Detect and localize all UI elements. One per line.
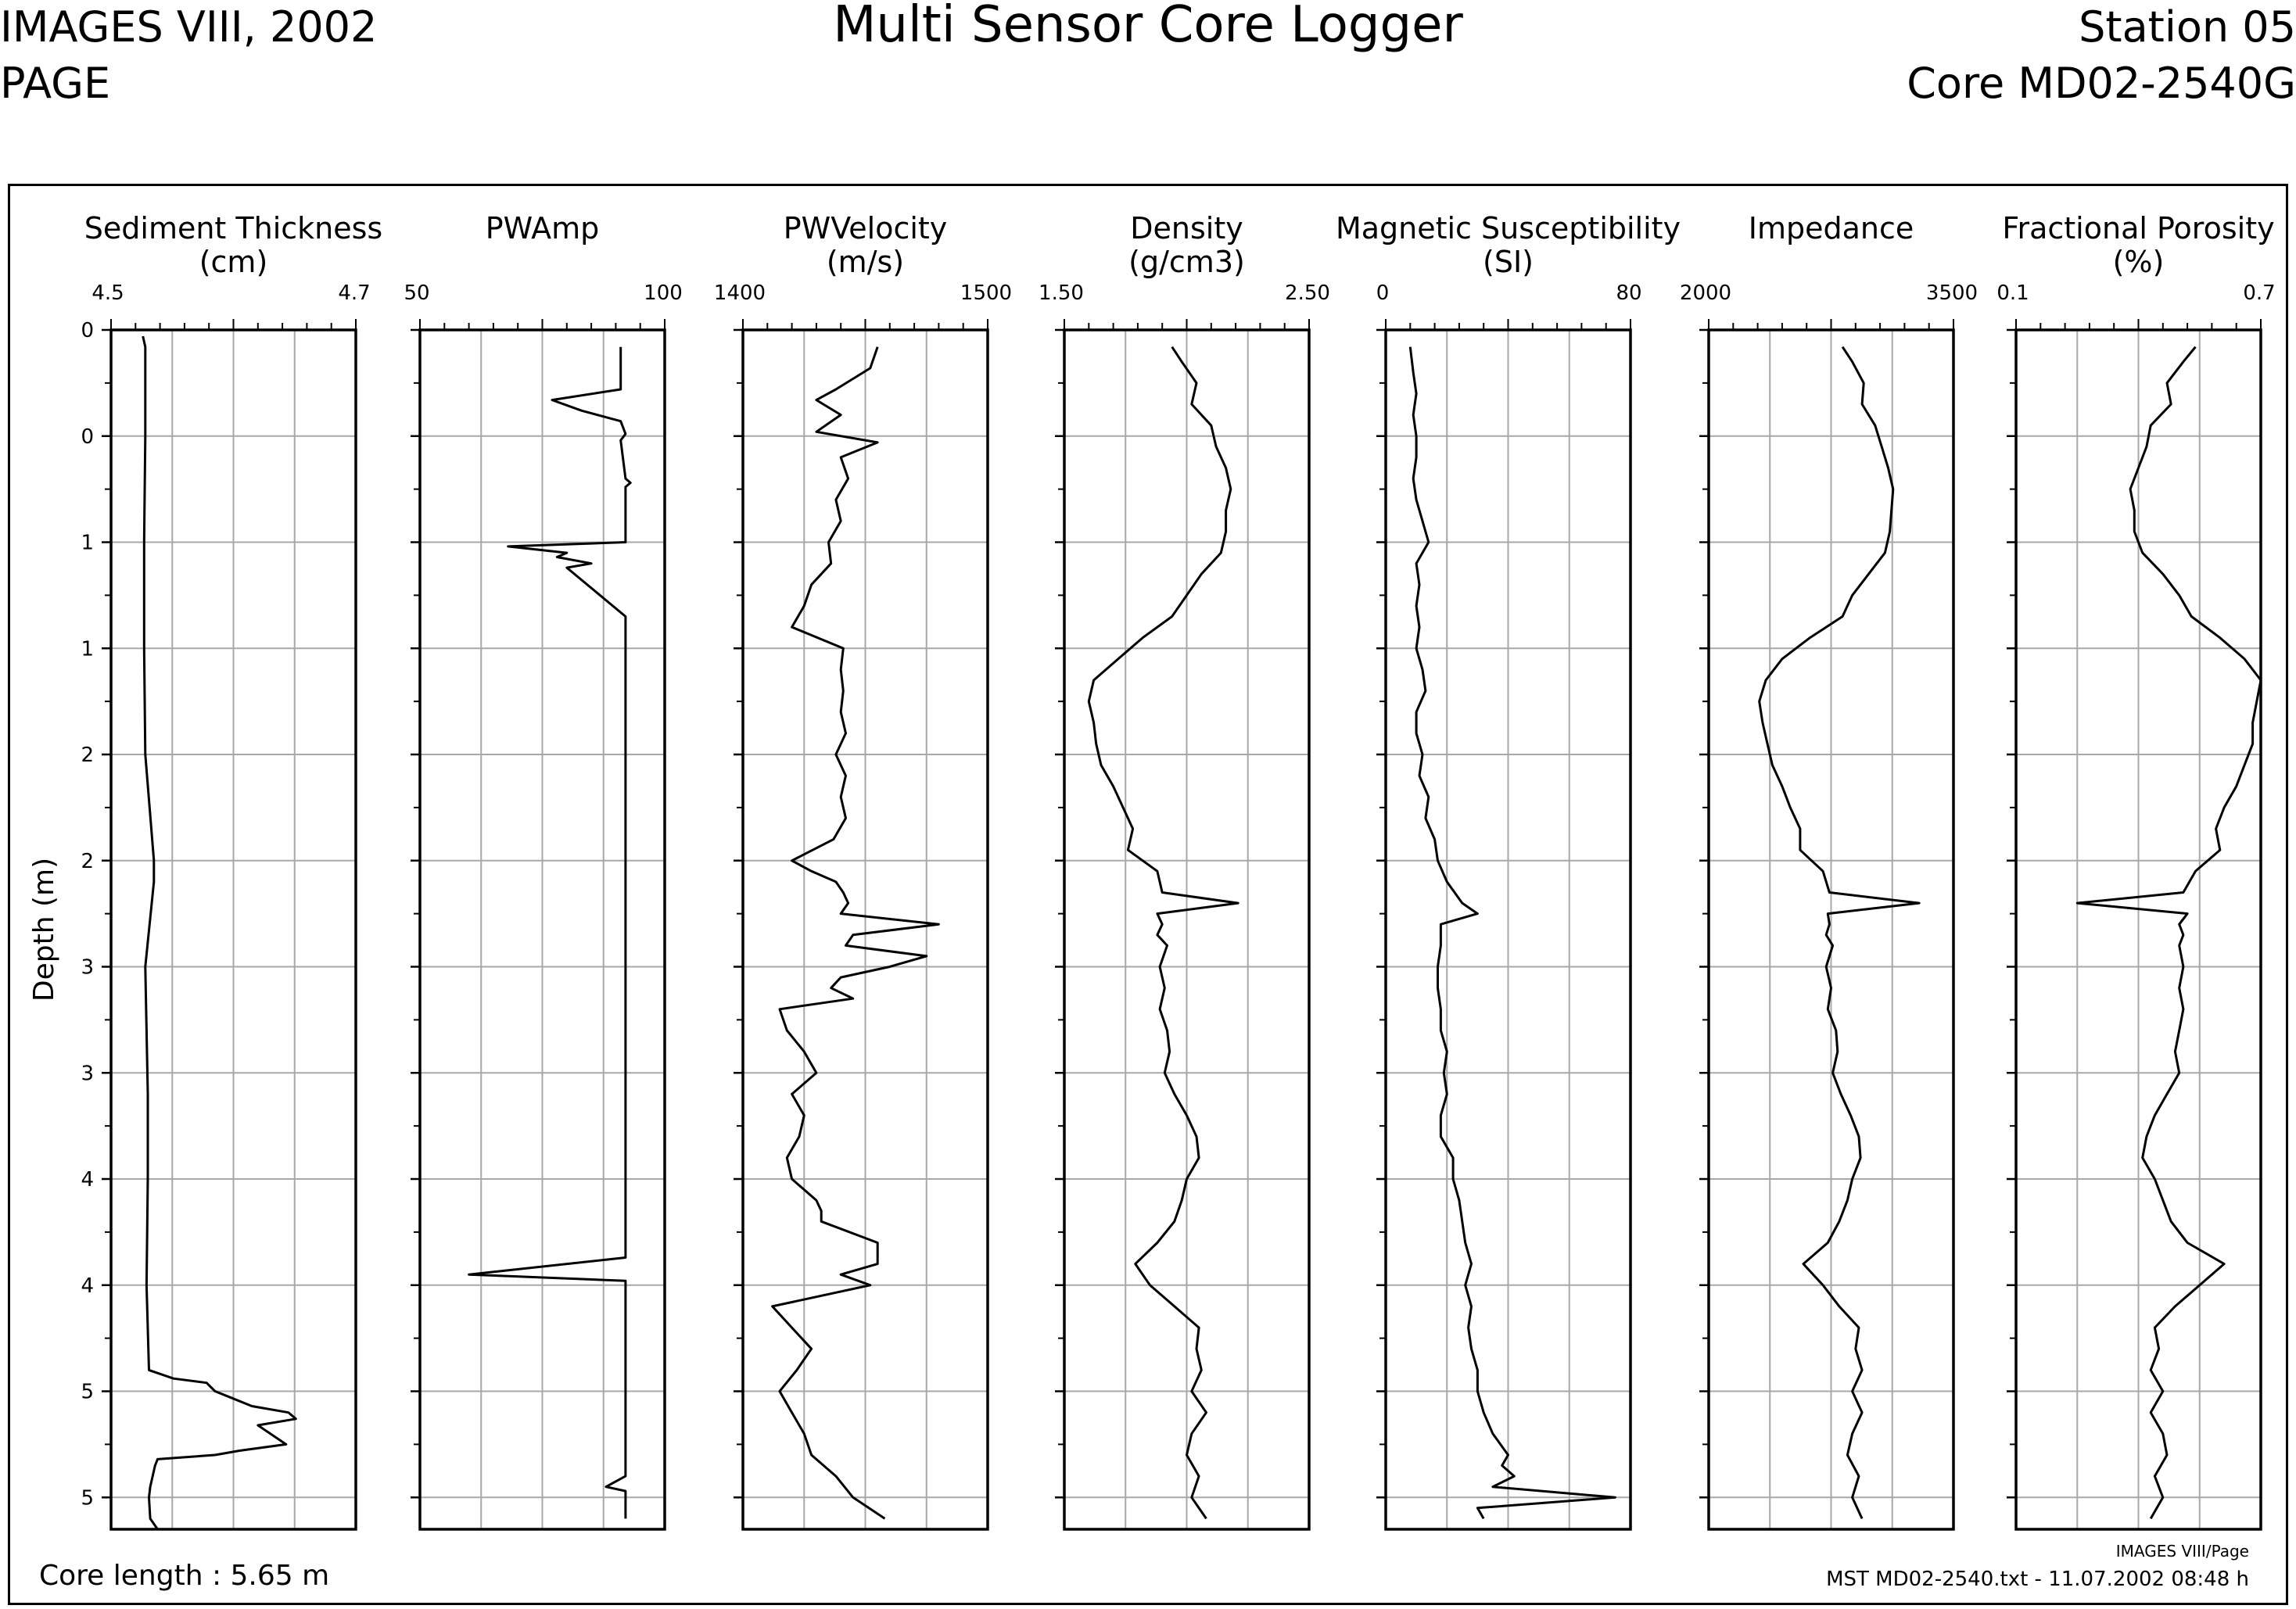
panel-frame <box>2014 328 2262 1531</box>
x-min-label: 2000 <box>1680 281 1731 305</box>
x-max-label: 0.7 <box>2243 281 2275 305</box>
depth-tick-label: 2 <box>81 850 94 873</box>
page-title: Multi Sensor Core Logger <box>833 0 1463 54</box>
x-max-label: 2.50 <box>1285 281 1330 305</box>
footer-source-small: IMAGES VIII/Page <box>2115 1542 2249 1561</box>
x-min-label: 0 <box>1376 281 1390 305</box>
footer-source-file: MST MD02-2540.txt - 11.07.2002 08:48 h <box>1826 1568 2249 1591</box>
chart-frame <box>8 184 2288 1605</box>
panel-title: Fractional Porosity <box>2002 211 2274 245</box>
depth-tick-label: 5 <box>81 1486 94 1510</box>
header-core: Core MD02-2540G <box>1907 59 2296 108</box>
x-min-label: 0.1 <box>1996 281 2029 305</box>
panel-unit: (m/s) <box>827 245 904 279</box>
series-line <box>2075 346 2262 1520</box>
panel-frame <box>109 328 357 1531</box>
panel-6: Impedance 2000 3500 <box>1680 211 1978 1531</box>
header-page: PAGE <box>0 59 111 108</box>
panel-unit: (cm) <box>199 245 268 279</box>
depth-tick-label: 2 <box>81 744 94 767</box>
x-min-label: 1.50 <box>1039 281 1084 305</box>
series-line <box>142 335 297 1530</box>
x-min-label: 1400 <box>714 281 766 305</box>
panel-unit: (SI) <box>1483 245 1534 279</box>
depth-tick-label: 0 <box>81 319 94 342</box>
panel-title: Density <box>1130 211 1243 245</box>
panel-7: Fractional Porosity(%) 0.1 0.7 <box>1996 211 2276 1531</box>
panel-5: Magnetic Susceptibility(SI) 0 80 <box>1336 211 1681 1531</box>
depth-tick-label: 4 <box>81 1168 94 1192</box>
panel-3: PWVelocity(m/s) 1400 1500 <box>714 211 1012 1531</box>
x-max-label: 80 <box>1616 281 1641 305</box>
panel-title: Magnetic Susceptibility <box>1336 211 1681 245</box>
depth-tick-label: 1 <box>81 532 94 555</box>
panel-frame <box>741 328 989 1531</box>
panel-unit: (%) <box>2113 245 2165 279</box>
series-line <box>1408 346 1616 1520</box>
depth-tick-label: 5 <box>81 1381 94 1404</box>
panel-frame <box>1063 328 1311 1531</box>
panel-frame <box>1707 328 1955 1531</box>
panel-title: Impedance <box>1749 211 1914 245</box>
panel-unit: (g/cm3) <box>1128 245 1245 279</box>
panel-title: Sediment Thickness <box>84 211 382 245</box>
x-max-label: 100 <box>644 281 683 305</box>
x-max-label: 1500 <box>960 281 1012 305</box>
panel-title: PWAmp <box>486 211 600 245</box>
header-station: Station 05 <box>2079 2 2296 52</box>
x-min-label: 4.5 <box>91 281 124 305</box>
panel-frame <box>418 328 666 1531</box>
x-max-label: 4.7 <box>338 281 370 305</box>
depth-tick-label: 4 <box>81 1274 94 1298</box>
panel-frame <box>1384 328 1632 1531</box>
core-length-label: Core length : 5.65 m <box>39 1560 330 1592</box>
depth-tick-label: 3 <box>81 956 94 980</box>
depth-axis-label: Depth (m) <box>28 858 60 1002</box>
panel-title: PWVelocity <box>784 211 948 245</box>
panel-4: Density(g/cm3) 1.50 2.50 <box>1039 211 1330 1531</box>
depth-tick-label: 0 <box>81 425 94 449</box>
series-line <box>468 346 632 1519</box>
series-line <box>771 346 940 1520</box>
depth-tick-label: 1 <box>81 637 94 661</box>
x-max-label: 3500 <box>1926 281 1978 305</box>
header-cruise: IMAGES VIII, 2002 <box>0 2 378 52</box>
series-line <box>1758 346 1921 1520</box>
x-min-label: 50 <box>404 281 429 305</box>
series-line <box>1087 346 1239 1520</box>
panel-2: PWAmp 50 100 <box>404 211 683 1531</box>
depth-tick-label: 3 <box>81 1062 94 1085</box>
panel-1: Sediment Thickness(cm) 4.5 4.7 0 0 1 1 2 2 3 3 4 4 5 5 <box>81 211 382 1531</box>
